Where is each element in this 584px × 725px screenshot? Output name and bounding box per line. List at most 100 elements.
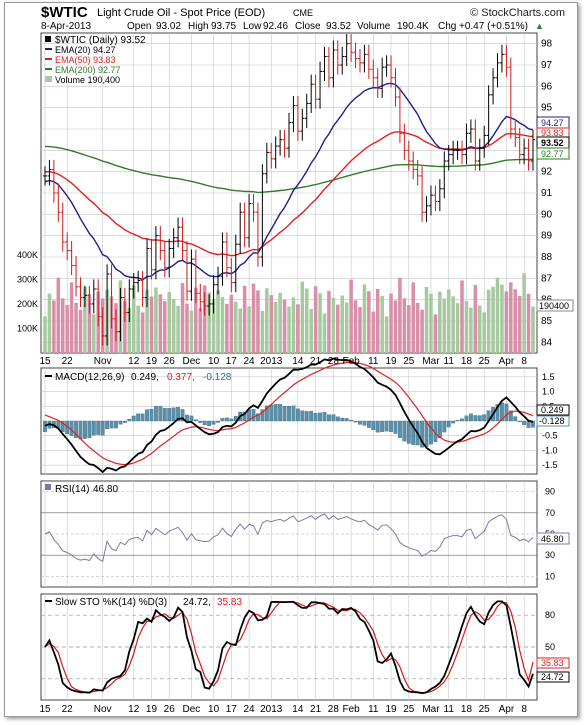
macd-histogram-bar [198, 420, 203, 423]
volume-bar [47, 293, 52, 353]
macd-line [44, 357, 534, 474]
x-axis-label-bottom: Dec [183, 704, 201, 715]
price-bar [517, 127, 522, 165]
close-label: Close [295, 21, 321, 32]
macd-histogram-bar [460, 418, 464, 422]
rsi-legend-swatch [45, 484, 51, 490]
macd-histogram-bar [504, 403, 509, 422]
price-bar [278, 130, 283, 156]
x-axis-label-top: 11 [368, 356, 379, 367]
macd-histogram-bar [309, 410, 314, 422]
price-bar [313, 74, 318, 109]
price-legend: $WTIC (Daily) 93.52 EMA(20) 94.27 EMA(50… [45, 35, 146, 85]
macd-histogram-bar [331, 414, 336, 422]
volume-bar [198, 308, 203, 353]
macd-tick-label: -1.5 [542, 460, 558, 470]
price-bar [397, 87, 402, 143]
macd-histogram-bar [109, 420, 114, 429]
macd-histogram-bar [406, 420, 411, 444]
rsi-line [44, 513, 534, 563]
volume-bar [375, 288, 380, 353]
volume-bar [371, 311, 376, 353]
price-tick-label: 91 [541, 188, 553, 199]
low-label: Low [243, 21, 262, 32]
volume-bar [43, 316, 47, 353]
volume-bar [163, 301, 167, 353]
macd-tag-text: 0.249 [541, 405, 564, 415]
price-bar [122, 287, 127, 323]
price-bar [171, 228, 176, 259]
macd-histogram-bar [291, 405, 296, 422]
price-bar [264, 142, 269, 184]
macd-histogram-bar [136, 413, 141, 422]
sto-k-line [44, 600, 534, 695]
macd-hist-tag-text: -0.128 [539, 416, 565, 426]
macd-hist-tag [536, 415, 570, 427]
x-axis-label-bottom: 8 [521, 704, 527, 715]
volume-bar [216, 290, 220, 353]
x-axis-label-top: Mar [422, 356, 440, 367]
price-bar [508, 57, 513, 139]
rsi-legend: RSI(14) 46.80 46.80 [45, 484, 570, 545]
price-bar [136, 270, 141, 293]
x-axis-label-bottom: 22 [62, 704, 74, 715]
macd-histogram-bar [327, 414, 331, 422]
volume-bar [273, 301, 278, 353]
volume-bar [469, 307, 473, 353]
x-axis-label-bottom: Nov [94, 704, 112, 715]
price-bar [273, 136, 278, 169]
x-axis-label-top: Dec [183, 356, 201, 367]
price-bar [167, 238, 172, 278]
macd-histogram-bar [318, 412, 322, 422]
volume-bar [78, 309, 83, 353]
price-bar [384, 55, 389, 77]
x-axis-label-top: 10 [208, 356, 220, 367]
price-bar [442, 151, 447, 199]
price-bar [335, 40, 340, 75]
volume-bar [220, 297, 225, 353]
volume-label: Volume [357, 21, 391, 32]
price-bar [304, 93, 309, 128]
macd-histogram-bar [176, 406, 181, 422]
source-watermark: © StockCharts.com [470, 7, 565, 19]
volume-bar [127, 307, 132, 353]
x-axis-label-top: 11 [444, 356, 455, 367]
x-axis-label-top: 15 [39, 356, 51, 367]
macd-histogram-bar [282, 406, 287, 422]
volume-bar [353, 300, 358, 353]
volume-bar [349, 279, 353, 353]
x-axis-label-top: 25 [403, 356, 415, 367]
ema20-line [44, 82, 534, 281]
price-bar [322, 46, 327, 81]
volume-bar [340, 295, 345, 353]
price-bar [318, 61, 323, 109]
volume-bar [384, 316, 389, 353]
price-bar [145, 238, 150, 308]
price-bar [78, 277, 83, 308]
price-bar [486, 85, 491, 145]
volume-bar [74, 302, 78, 353]
macd-histogram-bar [207, 420, 212, 427]
x-axis-label-bottom: 10 [208, 704, 220, 715]
price-bar [291, 95, 296, 133]
macd-histogram-bar [278, 404, 283, 422]
price-bar [153, 226, 158, 280]
volume-bar [477, 305, 482, 353]
rsi-tag-text: 46.80 [541, 534, 564, 544]
macd-hist-value: -0.128 [203, 372, 232, 383]
macd-tag [536, 404, 570, 416]
legend-ema20: EMA(20) 94.27 [55, 45, 116, 55]
x-axis-label-top: 25 [479, 356, 491, 367]
macd-histogram-bar [264, 405, 269, 422]
price-bar [162, 241, 167, 278]
macd-histogram-bar [464, 415, 469, 422]
volume-bar [282, 299, 287, 353]
volume-bar [433, 314, 438, 353]
price-bar [202, 292, 207, 316]
macd-histogram-bar [60, 420, 65, 432]
macd-tick-label: 1.0 [542, 387, 555, 397]
x-axis-label-bottom: 25 [479, 704, 491, 715]
macd-histogram-bar [105, 420, 110, 430]
macd-histogram-bar [256, 413, 260, 422]
legend-price: $WTIC (Daily) 93.52 [55, 35, 146, 46]
